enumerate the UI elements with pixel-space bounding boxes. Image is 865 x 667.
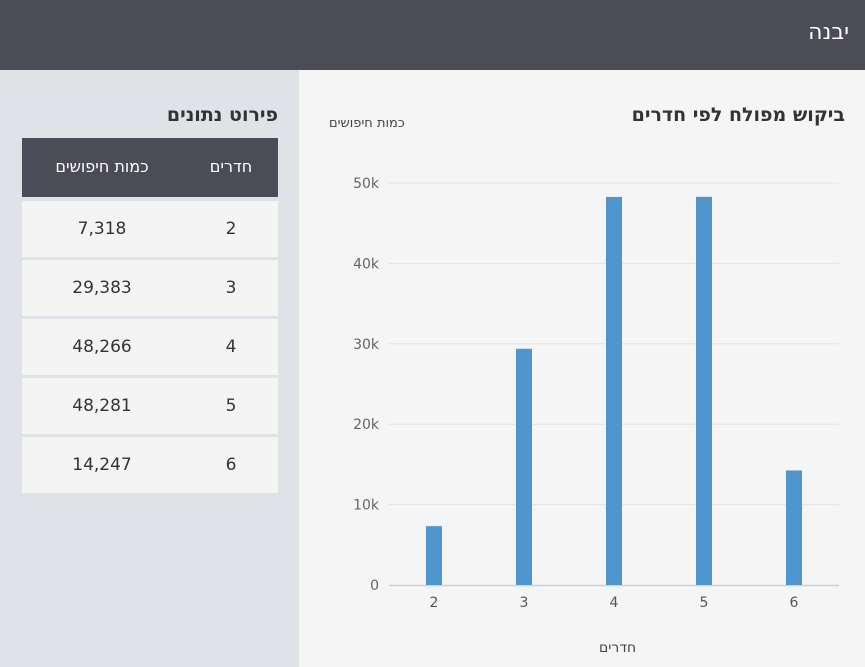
- chart-panel: ביקוש מפולח לפי חדרים כמות חיפושים חדרים…: [299, 70, 865, 667]
- y-tick-label: 10k: [353, 498, 380, 514]
- x-tick-label: 2: [430, 595, 439, 611]
- cell-rooms: 3: [225, 278, 237, 298]
- column-header-searches: כמות חיפושים: [55, 157, 149, 176]
- table-row: 4 48,266: [22, 319, 278, 375]
- column-header-rooms: חדרים: [209, 157, 253, 176]
- cell-searches: 29,383: [72, 278, 132, 298]
- table-row: 2 7,318: [22, 201, 278, 257]
- cell-rooms: 6: [225, 455, 237, 475]
- bar: [516, 348, 532, 585]
- x-tick-label: 5: [700, 595, 709, 611]
- y-tick-label: 30k: [353, 337, 380, 353]
- bar: [786, 470, 802, 585]
- cell-searches: 48,281: [72, 396, 132, 416]
- bar: [606, 196, 622, 586]
- chart-title: ביקוש מפולח לפי חדרים: [631, 104, 845, 126]
- city-name: יבנה: [808, 20, 849, 45]
- table-row: 3 29,383: [22, 260, 278, 316]
- data-sidebar: פירוט נתונים חדרים כמות חיפושים 2 7,318 3 2…: [0, 70, 299, 667]
- x-axis-title: חדרים: [599, 640, 637, 656]
- x-tick-label: 6: [790, 595, 799, 611]
- cell-rooms: 4: [225, 337, 237, 357]
- y-axis-title: כמות חיפושים: [329, 116, 405, 131]
- cell-searches: 7,318: [77, 219, 127, 239]
- cell-rooms: 2: [225, 219, 237, 239]
- x-tick-label: 3: [520, 595, 529, 611]
- data-table: חדרים כמות חיפושים 2 7,318 3 29,383 4 48,266 5…: [22, 138, 278, 496]
- table-body: 2 7,318 3 29,383 4 48,266 5 48,281 6 14,247: [22, 201, 278, 493]
- table-row: 5 48,281: [22, 378, 278, 434]
- y-tick-label: 0: [370, 578, 379, 594]
- table-row: 6 14,247: [22, 437, 278, 493]
- x-tick-label: 4: [610, 595, 619, 611]
- bar: [426, 526, 442, 585]
- table-header: חדרים כמות חיפושים: [22, 138, 278, 197]
- table-title: פירוט נתונים: [166, 104, 278, 126]
- y-tick-label: 40k: [353, 256, 380, 272]
- bar-chart: 0 10k 20k 30k 40k 50k 2 3 4 5 6: [353, 176, 839, 611]
- cell-searches: 14,247: [72, 455, 132, 475]
- y-tick-label: 50k: [353, 176, 380, 192]
- y-tick-label: 20k: [353, 417, 380, 433]
- bar: [696, 196, 712, 585]
- cell-searches: 48,266: [72, 337, 132, 357]
- cell-rooms: 5: [225, 396, 237, 416]
- top-bar: יבנה: [0, 0, 865, 70]
